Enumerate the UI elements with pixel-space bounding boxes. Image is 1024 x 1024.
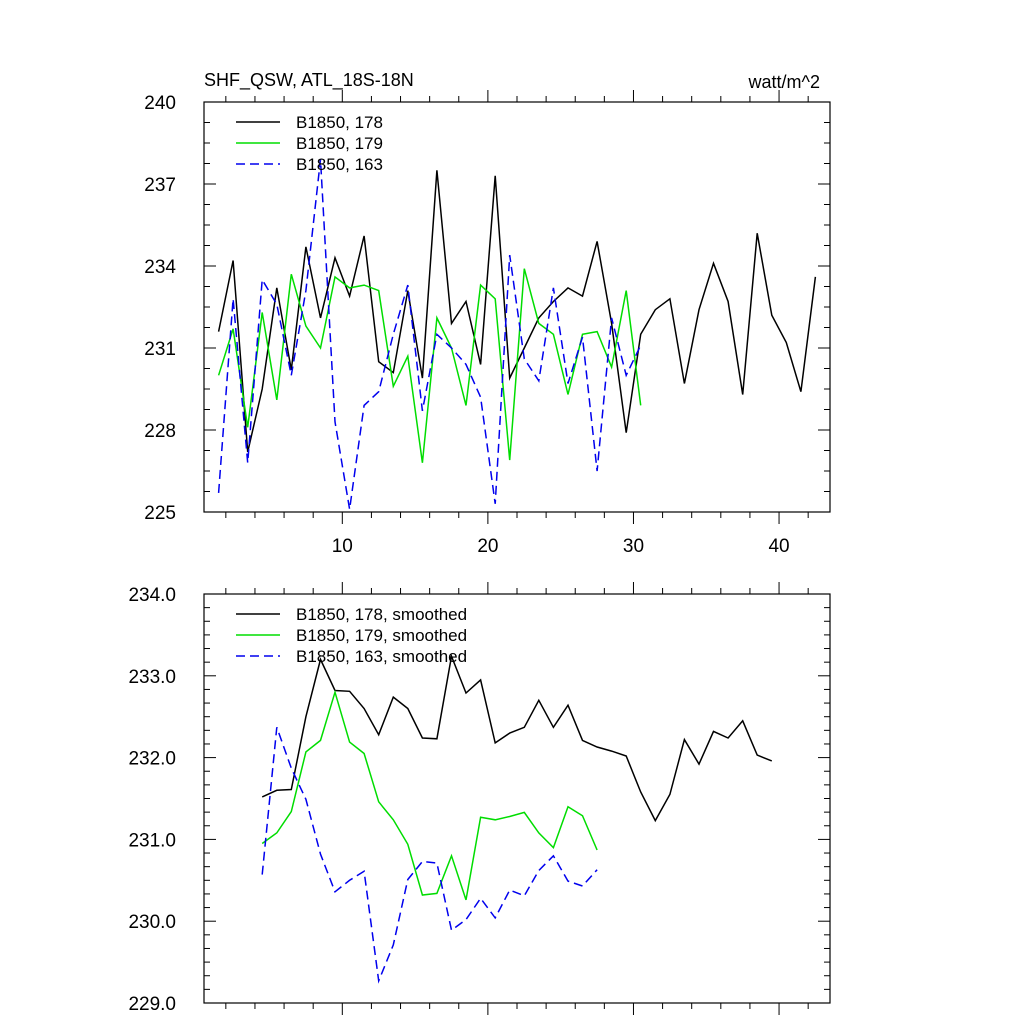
legend-label: B1850, 178, smoothed [296, 605, 467, 624]
top-panel: SHF_QSW, ATL_18S-18N watt/m^2 10 20 30 40 22… [144, 70, 831, 557]
top-panel-units: watt/m^2 [748, 72, 820, 92]
legend-label: B1850, 178 [296, 113, 383, 132]
series-line-2 [217, 268, 642, 463]
series-line-2 [261, 689, 598, 901]
series-line-1 [261, 653, 773, 823]
series-line-3 [261, 727, 598, 984]
x-tick-label: 10 [332, 536, 353, 557]
x-tick-label: 40 [768, 536, 789, 557]
y-tick-label: 230.0 [128, 912, 176, 933]
y-tick-label: 232.0 [128, 749, 176, 770]
legend-label: B1850, 163 [296, 155, 383, 174]
series-line-3 [217, 159, 642, 510]
bottom-plot-area: 229.0 230.0 231.0 232.0 233.0 234.0 B1850, 178… [128, 582, 831, 1015]
y-tick-label: 231.0 [128, 830, 176, 851]
y-tick-label: 234.0 [128, 585, 176, 606]
y-tick-label: 233.0 [128, 667, 176, 688]
top-plot-area: 10 20 30 40 225 228 231 234 237 240 B1850, 178 B185… [144, 90, 831, 557]
y-tick-label: 240 [144, 93, 176, 114]
x-tick-label: 20 [477, 536, 498, 557]
bottom-panel: 229.0 230.0 231.0 232.0 233.0 234.0 B1850, 178… [128, 582, 831, 1015]
y-tick-label: 228 [144, 421, 176, 442]
top-panel-title: SHF_QSW, ATL_18S-18N [204, 70, 414, 91]
y-tick-label: 237 [144, 175, 176, 196]
x-tick-label: 30 [623, 536, 644, 557]
legend-label: B1850, 179, smoothed [296, 626, 467, 645]
y-tick-label: 225 [144, 503, 176, 524]
legend-label: B1850, 179 [296, 134, 383, 153]
y-tick-label: 231 [144, 339, 176, 360]
y-tick-label: 234 [144, 257, 176, 278]
legend-label: B1850, 163, smoothed [296, 647, 467, 666]
y-tick-label: 229.0 [128, 994, 176, 1015]
